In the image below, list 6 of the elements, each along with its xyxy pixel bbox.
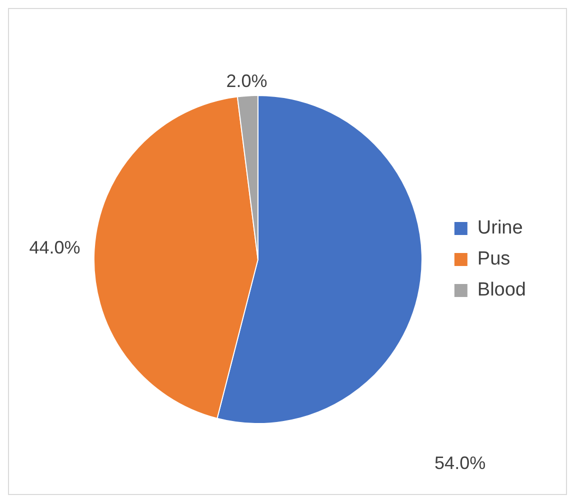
data-label: 44.0% xyxy=(29,237,80,258)
legend-label: Urine xyxy=(477,218,523,239)
legend-label: Pus xyxy=(477,248,510,270)
data-label: 54.0% xyxy=(434,452,486,473)
data-label: 2.0% xyxy=(226,70,268,91)
legend-label: Blood xyxy=(477,280,526,301)
